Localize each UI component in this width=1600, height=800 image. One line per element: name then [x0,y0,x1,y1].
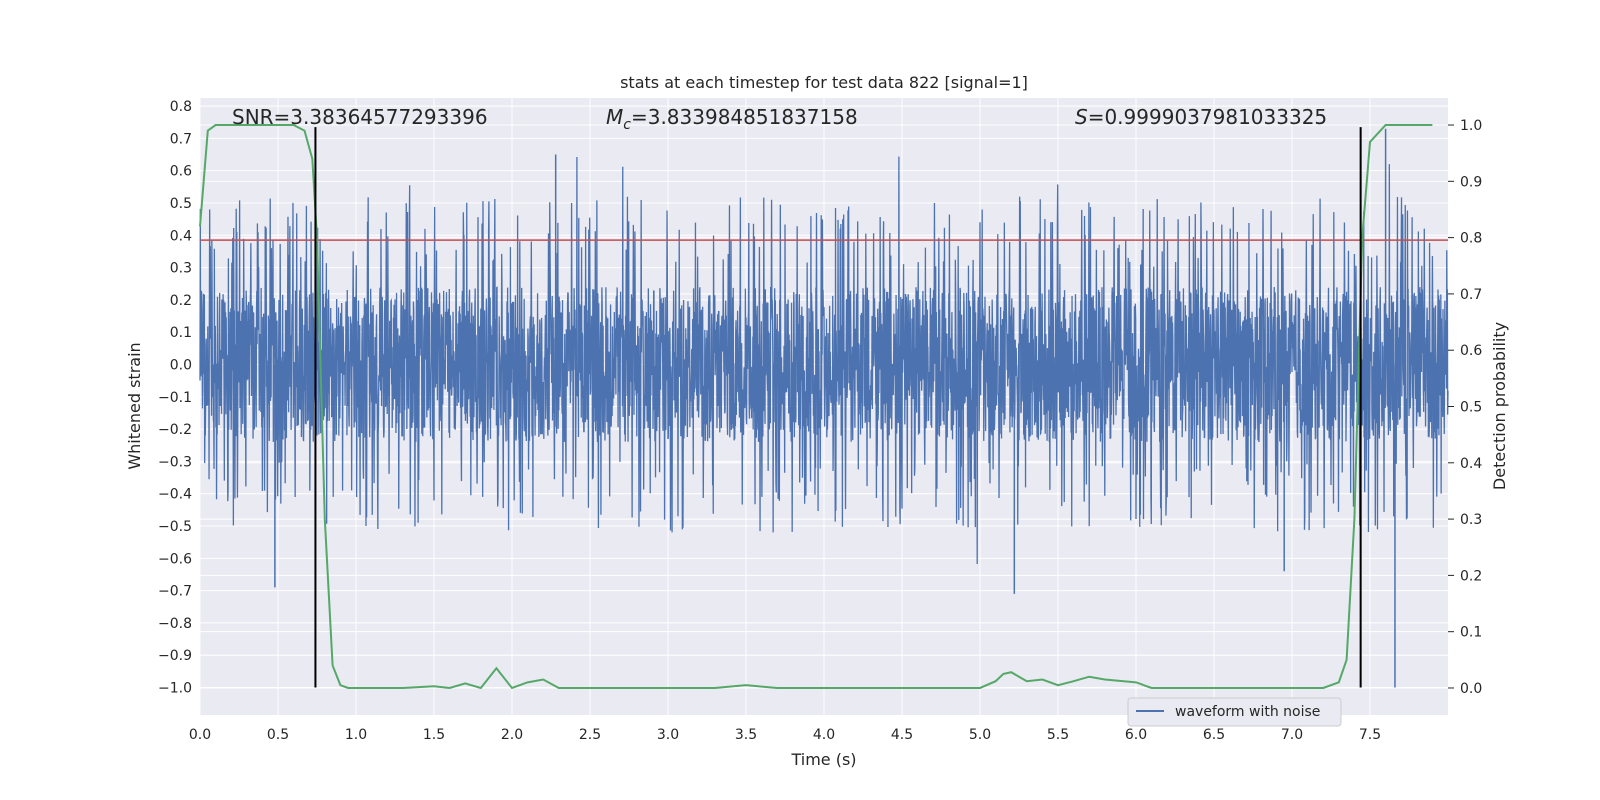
yr-tick-4: 0.4 [1460,456,1482,472]
detection-probability-series [199,124,1433,690]
yl-tick-5: −0.5 [158,519,192,535]
s-annotation: S=0.9999037981033325 [1075,105,1327,129]
mc-subscript: c [623,117,631,133]
x-tick-9: 4.5 [891,727,913,743]
x-tick-13: 6.5 [1203,727,1225,743]
x-tick-10: 5.0 [969,727,991,743]
mc-symbol: M [606,105,623,129]
yr-tick-5: 0.5 [1460,400,1482,416]
x-axis-ticks: 0.0 0.5 1.0 1.5 2.0 2.5 3.0 3.5 4.0 4.5 5.0 5.5 6.0 6… [189,727,1381,743]
y-right-axis-label: Detection probability [1490,322,1509,490]
mc-value: =3.833984851837158 [631,105,858,129]
x-tick-5: 2.5 [579,727,601,743]
x-tick-4: 2.0 [501,727,523,743]
s-symbol: S [1075,105,1088,129]
yl-tick-14: 0.4 [170,228,192,244]
yl-tick-1: −0.9 [158,648,192,664]
y-left-axis-ticks: −1.0 −0.9 −0.8 −0.7 −0.6 −0.5 −0.4 −0.3 −0.2 −0.1… [158,99,192,696]
yr-tick-8: 0.8 [1460,231,1482,247]
x-tick-14: 7.0 [1281,727,1303,743]
y-left-axis-label: Whitened strain [125,342,144,469]
yr-tick-1: 0.1 [1460,625,1482,641]
yl-tick-6: −0.4 [158,487,192,503]
snr-annotation: SNR=3.38364577293396 [232,105,488,129]
x-tick-1: 0.5 [267,727,289,743]
yl-tick-2: −0.8 [158,616,192,632]
yr-tick-7: 0.7 [1460,287,1482,303]
yl-tick-16: 0.6 [170,164,192,180]
yr-tick-9: 0.9 [1460,174,1482,190]
yl-tick-10: 0.0 [170,358,192,374]
yl-tick-18: 0.8 [170,99,192,115]
yl-tick-7: −0.3 [158,454,192,470]
yr-tick-10: 1.0 [1460,118,1482,134]
yl-tick-12: 0.2 [170,293,192,309]
yl-tick-4: −0.6 [158,551,192,567]
legend: waveform with noise [1127,697,1342,727]
yr-tick-2: 0.2 [1460,568,1482,584]
x-tick-6: 3.0 [657,727,679,743]
x-tick-15: 7.5 [1359,727,1381,743]
probability-line [199,124,1433,690]
yr-tick-6: 0.6 [1460,343,1482,359]
s-value: =0.9999037981033325 [1088,105,1327,129]
legend-box [1127,697,1342,727]
x-tick-3: 1.5 [423,727,445,743]
event-vertical-lines [314,127,1362,688]
x-tick-8: 4.0 [813,727,835,743]
legend-label: waveform with noise [1175,704,1320,720]
x-tick-11: 5.5 [1047,727,1069,743]
yl-tick-11: 0.1 [170,325,192,341]
yl-tick-13: 0.3 [170,261,192,277]
yl-tick-3: −0.7 [158,584,192,600]
chart-title: stats at each timestep for test data 822… [620,73,1028,92]
x-tick-2: 1.0 [345,727,367,743]
x-axis-label: Time (s) [790,750,856,769]
x-tick-7: 3.5 [735,727,757,743]
chirp-mass-annotation: Mc=3.833984851837158 [606,105,858,133]
yl-tick-0: −1.0 [158,681,192,697]
waveform-line [199,156,1449,565]
yl-tick-15: 0.5 [170,196,192,212]
x-tick-0: 0.0 [189,727,211,743]
waveform-series [199,128,1449,688]
yr-tick-0: 0.0 [1460,681,1482,697]
yl-tick-17: 0.7 [170,131,192,147]
yl-tick-8: −0.2 [158,422,192,438]
y-right-axis-ticks: 0.0 0.1 0.2 0.3 0.4 0.5 0.6 0.7 0.8 0.9 1.0 [1448,118,1482,697]
yl-tick-9: −0.1 [158,390,192,406]
yr-tick-3: 0.3 [1460,512,1482,528]
x-tick-12: 6.0 [1125,727,1147,743]
